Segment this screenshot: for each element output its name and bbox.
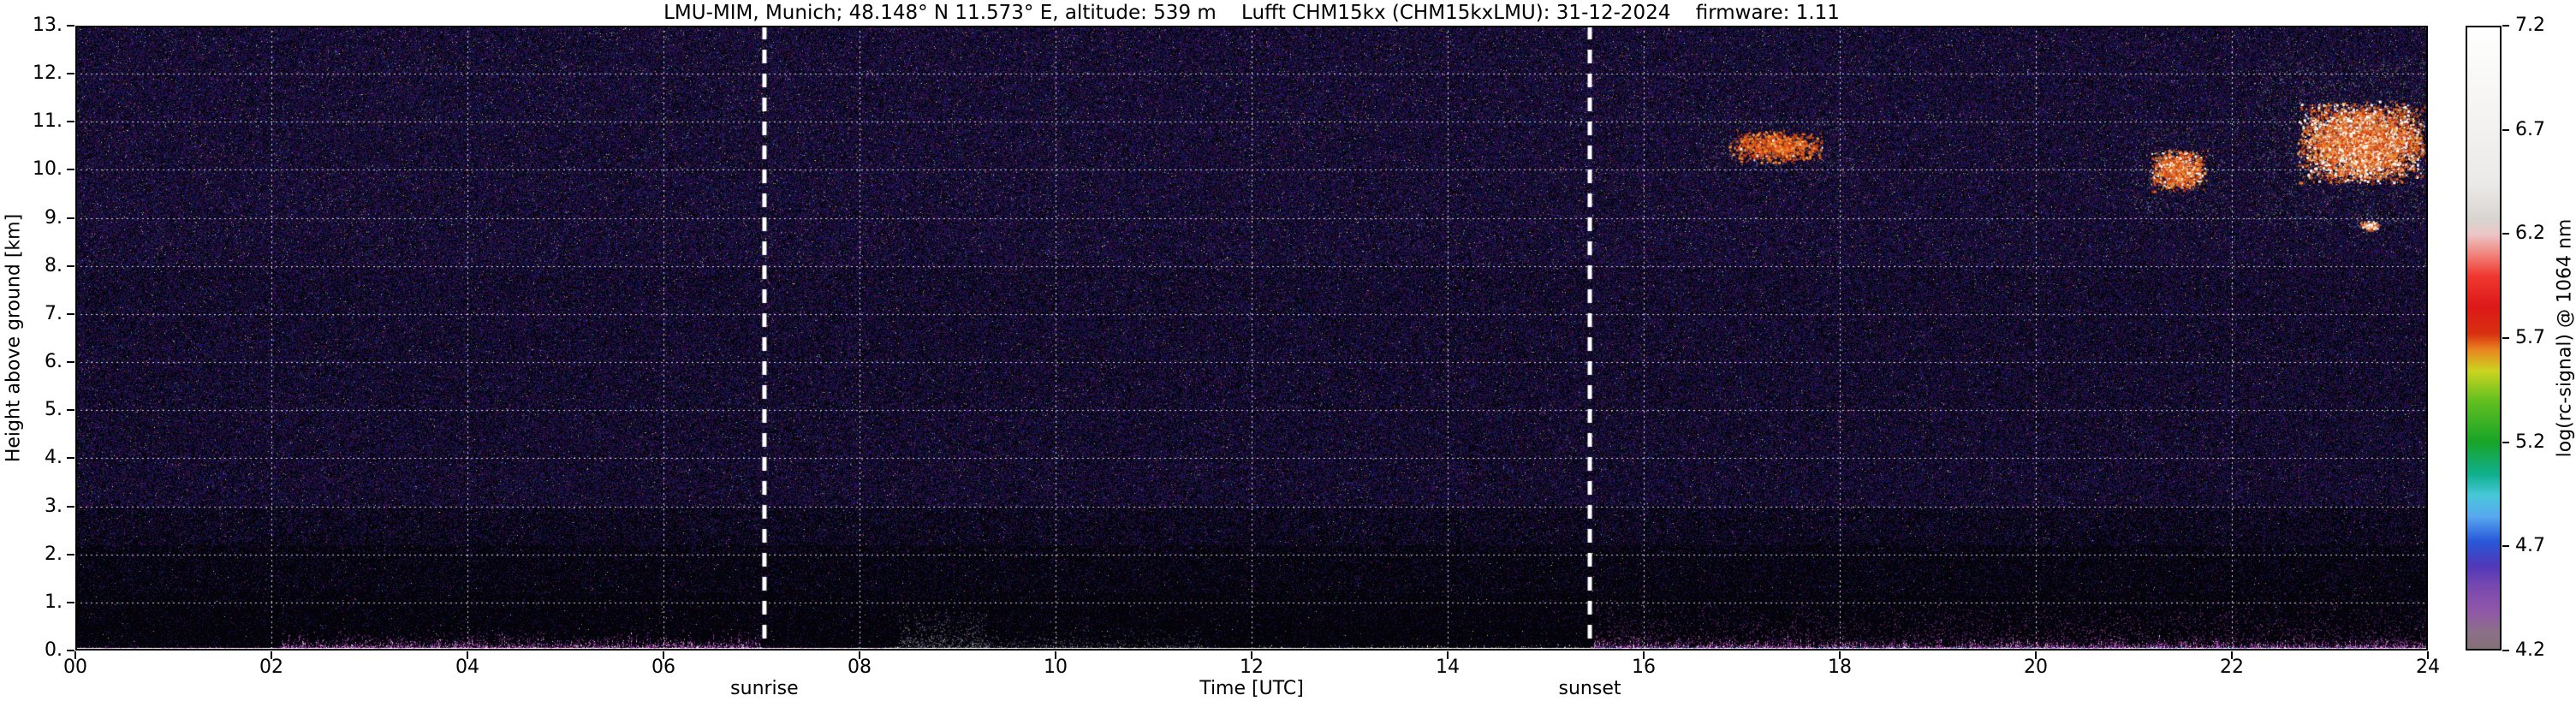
colorbar-tick-mark [2502, 442, 2509, 443]
x-tick-label: 12 [1217, 656, 1286, 679]
annotation-label-sunset: sunset [1559, 678, 1621, 699]
annotation-label-sunrise: sunrise [730, 678, 799, 699]
plot-area [75, 26, 2428, 651]
colorbar [2466, 26, 2502, 651]
y-tick-mark [67, 409, 74, 411]
y-tick-mark [67, 506, 74, 508]
colorbar-gradient [2467, 27, 2500, 649]
y-tick-mark [67, 25, 74, 27]
x-tick-label: 16 [1609, 656, 1678, 679]
colorbar-tick-mark [2502, 337, 2509, 339]
x-tick-label: 04 [433, 656, 502, 679]
y-tick-label: 1. [0, 591, 62, 614]
colorbar-tick-label: 4.7 [2515, 535, 2545, 557]
y-tick-label: 13. [0, 15, 62, 37]
x-axis-label: Time [UTC] [1199, 678, 1304, 699]
x-tick-label: 18 [1806, 656, 1874, 679]
x-tick-label: 10 [1021, 656, 1090, 679]
y-tick-mark [67, 217, 74, 219]
colorbar-tick-label: 5.7 [2515, 327, 2545, 349]
y-tick-label: 7. [0, 303, 62, 325]
y-tick-label: 0. [0, 639, 62, 662]
colorbar-tick-mark [2502, 650, 2509, 651]
colorbar-tick-mark [2502, 25, 2509, 27]
x-tick-label: 08 [825, 656, 894, 679]
y-tick-label: 8. [0, 255, 62, 277]
y-tick-label: 9. [0, 207, 62, 229]
colorbar-tick-label: 6.7 [2515, 119, 2545, 141]
x-tick-label: 20 [2002, 656, 2070, 679]
x-tick-label: 24 [2394, 656, 2462, 679]
x-tick-label: 02 [237, 656, 306, 679]
y-tick-mark [67, 265, 74, 267]
colorbar-tick-mark [2502, 233, 2509, 235]
x-tick-label: 14 [1413, 656, 1482, 679]
y-tick-label: 2. [0, 544, 62, 566]
ceilometer-quicklook: LMU-MIM, Munich; 48.148° N 11.573° E, al… [0, 0, 2576, 707]
y-tick-label: 5. [0, 399, 62, 421]
y-tick-label: 4. [0, 447, 62, 469]
y-tick-mark [67, 602, 74, 603]
y-tick-mark [67, 169, 74, 170]
y-tick-label: 3. [0, 496, 62, 518]
y-axis-label: Height above ground [km] [3, 214, 25, 462]
y-tick-mark [67, 457, 74, 459]
colorbar-tick-label: 5.2 [2515, 431, 2545, 454]
y-tick-mark [67, 361, 74, 363]
colorbar-tick-label: 4.2 [2515, 639, 2545, 662]
colorbar-tick-mark [2502, 129, 2509, 131]
y-tick-mark [67, 73, 74, 74]
colorbar-label: log(rc-signal) @ 1064 nm [2555, 219, 2576, 458]
y-tick-label: 11. [0, 110, 62, 133]
x-tick-label: 06 [629, 656, 698, 679]
y-tick-mark [67, 554, 74, 556]
y-tick-mark [67, 313, 74, 315]
y-tick-mark [67, 121, 74, 122]
colorbar-tick-mark [2502, 545, 2509, 547]
plot-title: LMU-MIM, Munich; 48.148° N 11.573° E, al… [663, 2, 1840, 24]
y-tick-label: 6. [0, 351, 62, 373]
colorbar-tick-label: 7.2 [2515, 15, 2545, 37]
y-tick-label: 10. [0, 158, 62, 181]
y-tick-mark [67, 650, 74, 651]
x-tick-label: 22 [2198, 656, 2266, 679]
backscatter-heatmap-canvas [75, 26, 2428, 651]
y-tick-label: 12. [0, 62, 62, 85]
colorbar-tick-label: 6.2 [2515, 223, 2545, 245]
